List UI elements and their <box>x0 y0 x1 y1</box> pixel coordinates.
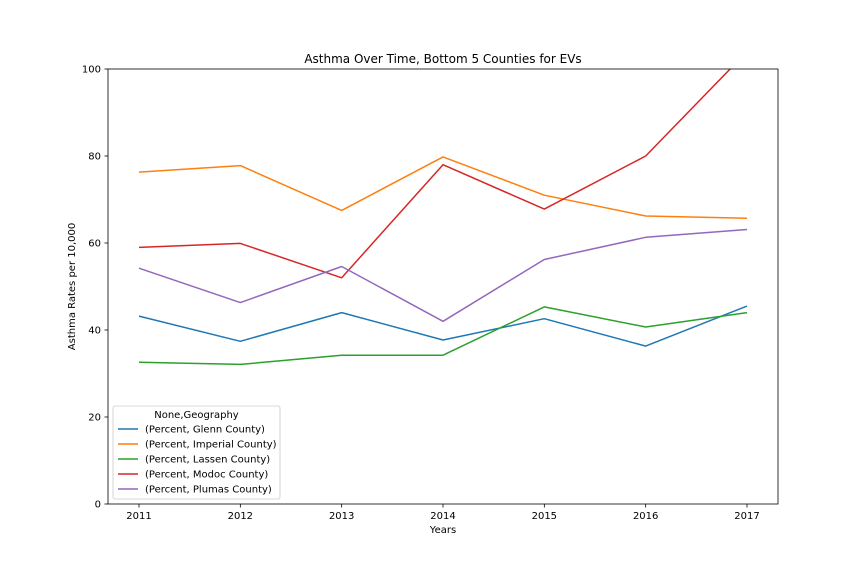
legend-frame <box>112 405 281 500</box>
series-line-1 <box>138 305 748 347</box>
chart-title: Asthma Over Time, Bottom 5 Counties for … <box>304 52 581 66</box>
y-tick-label: 100 <box>82 65 101 76</box>
y-tick-label: 60 <box>88 239 101 250</box>
x-tick-label: 2015 <box>532 511 557 522</box>
y-tick-label: 20 <box>88 413 101 424</box>
plot-area <box>138 69 748 366</box>
legend-entry-label: (Percent, Plumas County) <box>145 485 272 496</box>
legend-entry-label: (Percent, Imperial County) <box>145 440 277 451</box>
legend-entry-label: (Percent, Modoc County) <box>145 470 268 481</box>
y-tick-label: 80 <box>88 152 101 163</box>
x-axis: 2011 2012 2013 2014 2015 2016 2017 <box>126 504 760 522</box>
y-axis: 0 20 40 60 80 100 <box>82 65 108 511</box>
legend-entry-label: (Percent, Glenn County) <box>145 425 265 436</box>
x-tick-label: 2016 <box>633 511 658 522</box>
x-tick-label: 2013 <box>329 511 354 522</box>
legend-title: None,Geography <box>154 410 239 421</box>
legend: None,Geography (Percent, Glenn County) (P… <box>112 405 281 500</box>
series-line-2 <box>138 156 748 219</box>
x-axis-label: Years <box>429 525 456 536</box>
y-axis-label: Asthma Rates per 10,000 <box>67 223 78 350</box>
y-tick-label: 0 <box>95 500 101 511</box>
series-line-5 <box>138 228 748 323</box>
x-tick-label: 2017 <box>734 511 759 522</box>
y-tick-label: 40 <box>88 326 101 337</box>
x-tick-label: 2011 <box>126 511 151 522</box>
x-tick-label: 2014 <box>430 511 455 522</box>
x-tick-label: 2012 <box>228 511 253 522</box>
legend-entry-label: (Percent, Lassen County) <box>145 455 270 466</box>
series-line-4 <box>138 69 732 279</box>
series-line-3 <box>138 306 748 366</box>
